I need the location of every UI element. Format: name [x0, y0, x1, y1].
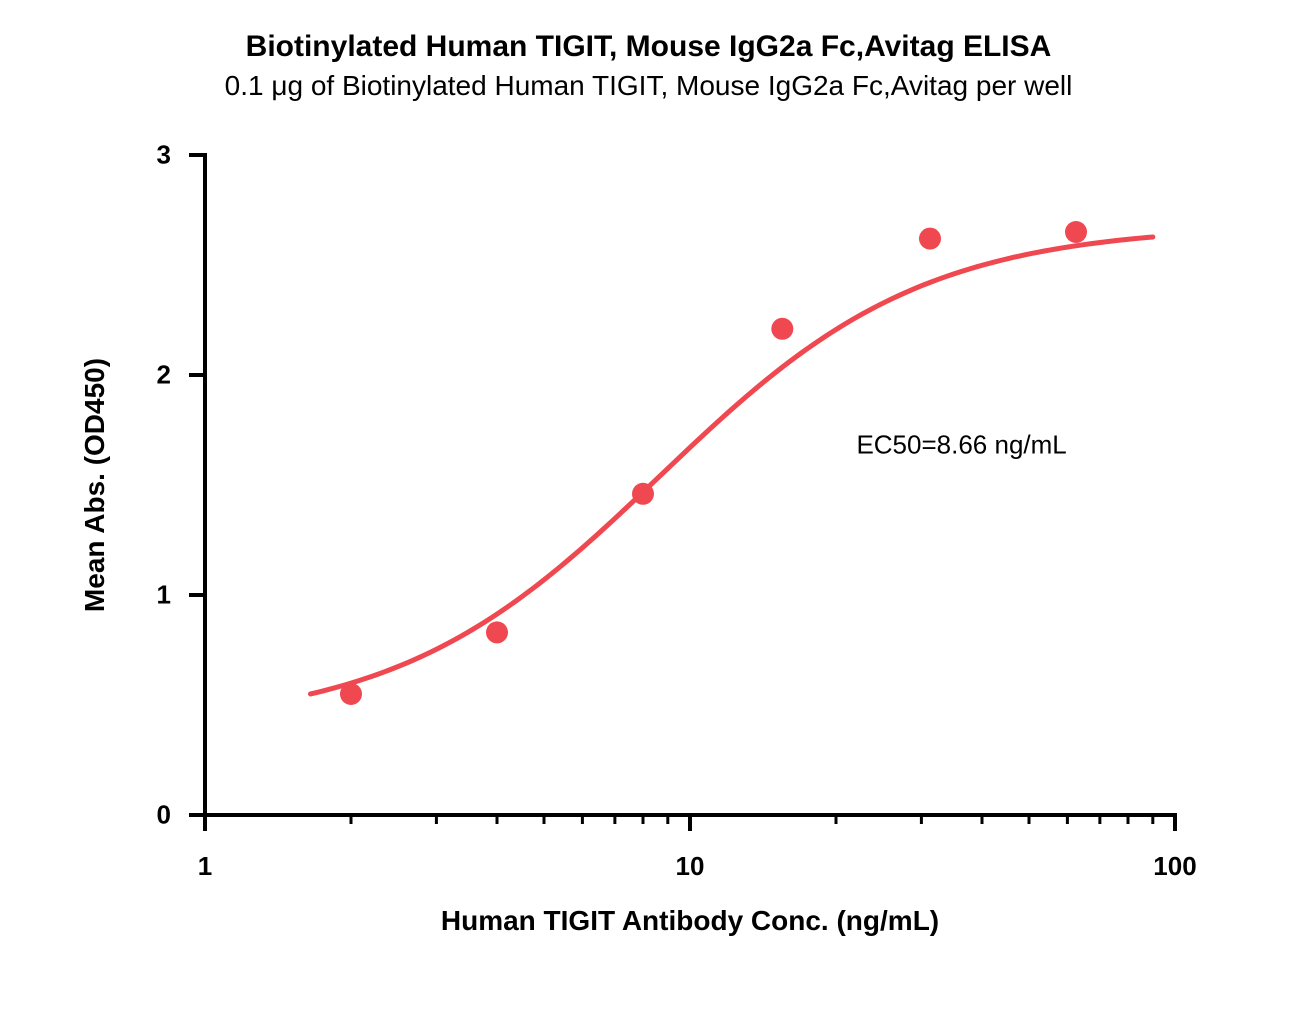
data-point [771, 318, 793, 340]
data-point [1065, 221, 1087, 243]
data-point [632, 483, 654, 505]
data-point [486, 621, 508, 643]
plot-svg [205, 155, 1175, 815]
x-tick-label: 100 [1153, 851, 1196, 882]
ec50-annotation: EC50=8.66 ng/mL [856, 430, 1066, 461]
data-point [919, 228, 941, 250]
x-tick-label: 1 [198, 851, 212, 882]
chart-subtitle: 0.1 μg of Biotinylated Human TIGIT, Mous… [0, 70, 1297, 102]
y-tick-label: 0 [157, 800, 171, 831]
x-axis-label: Human TIGIT Antibody Conc. (ng/mL) [441, 905, 939, 937]
title-block: Biotinylated Human TIGIT, Mouse IgG2a Fc… [0, 30, 1297, 102]
elisa-chart: Biotinylated Human TIGIT, Mouse IgG2a Fc… [0, 0, 1297, 1032]
x-tick-label: 10 [676, 851, 705, 882]
y-tick-label: 2 [157, 360, 171, 391]
y-tick-label: 1 [157, 580, 171, 611]
chart-title: Biotinylated Human TIGIT, Mouse IgG2a Fc… [0, 30, 1297, 64]
data-point [340, 683, 362, 705]
y-tick-label: 3 [157, 140, 171, 171]
y-axis-label: Mean Abs. (OD450) [79, 358, 111, 612]
plot-area [205, 155, 1175, 815]
fitted-curve [310, 237, 1152, 694]
